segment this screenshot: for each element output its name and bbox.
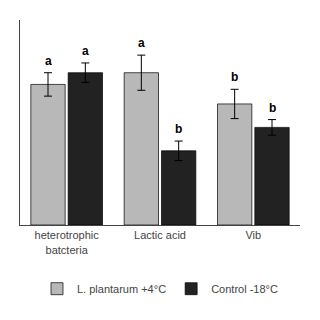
svg-text:a: a xyxy=(82,44,89,58)
svg-text:L. plantarum +4°C: L. plantarum +4°C xyxy=(77,283,166,295)
svg-text:Lactic acid: Lactic acid xyxy=(134,229,186,241)
svg-text:Vib: Vib xyxy=(245,229,261,241)
svg-text:heterotrophicbatcteria: heterotrophicbatcteria xyxy=(35,229,100,255)
svg-text:a: a xyxy=(138,36,145,50)
svg-text:a: a xyxy=(45,54,52,68)
svg-text:Control -18°C: Control -18°C xyxy=(211,283,278,295)
svg-text:b: b xyxy=(231,70,238,84)
svg-text:b: b xyxy=(175,122,182,136)
svg-text:b: b xyxy=(269,101,276,115)
